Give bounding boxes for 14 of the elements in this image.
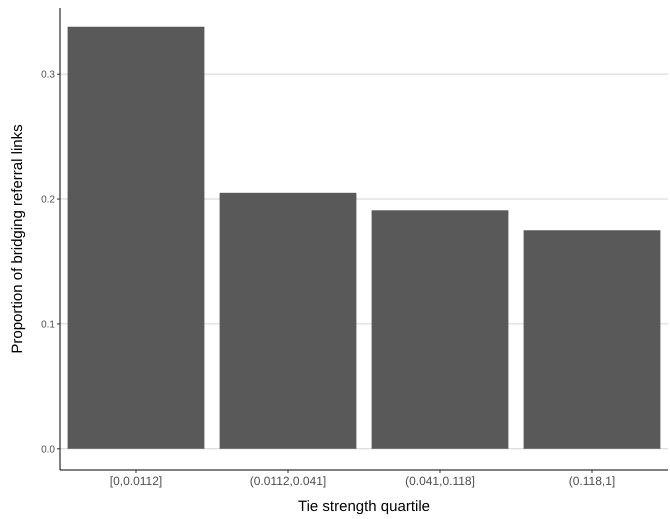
- bar: [524, 230, 660, 449]
- x-tick-label: (0.041,0.118]: [405, 474, 475, 488]
- y-axis-title: Proportion of bridging referral links: [9, 124, 26, 354]
- x-axis-title: Tie strength quartile: [298, 498, 430, 515]
- bar: [372, 210, 508, 449]
- x-tick-label: [0,0.0112]: [110, 474, 162, 488]
- bar: [220, 192, 356, 449]
- y-tick-label: 0.2: [41, 194, 56, 206]
- x-tick-label: (0.118,1]: [568, 474, 616, 488]
- y-tick-label: 0.1: [41, 319, 56, 330]
- y-tick-label: 0.3: [41, 70, 56, 81]
- y-tick-label: 0.0: [41, 444, 56, 456]
- x-tick-label: (0.0112,0.041]: [250, 474, 326, 488]
- bar: [68, 26, 204, 449]
